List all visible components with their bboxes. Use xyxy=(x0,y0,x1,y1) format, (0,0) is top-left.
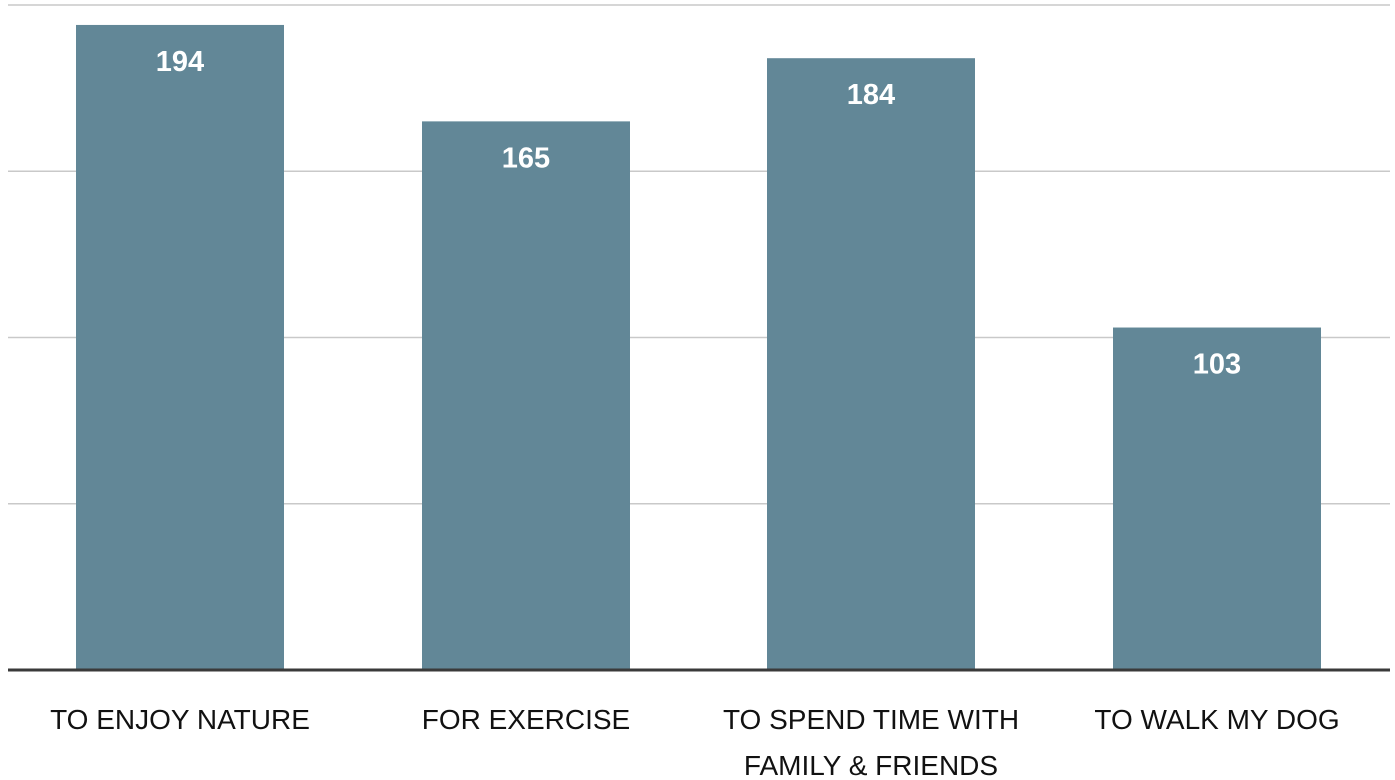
x-tick-label-line: TO WALK MY DOG xyxy=(1094,704,1339,735)
data-label: 194 xyxy=(156,46,204,78)
data-label: 103 xyxy=(1193,349,1241,381)
x-tick-label: TO ENJOY NATURE xyxy=(50,704,310,735)
x-tick-label-line: FAMILY & FRIENDS xyxy=(744,750,998,780)
bar xyxy=(422,121,630,670)
data-labels: 194 165 184 103 xyxy=(156,46,1241,381)
x-tick-label: TO WALK MY DOG xyxy=(1094,704,1339,735)
bar xyxy=(767,58,975,670)
bars xyxy=(76,24,1321,670)
x-tick-label-line: FOR EXERCISE xyxy=(422,704,630,735)
x-tick-label-line: TO SPEND TIME WITH xyxy=(723,704,1019,735)
data-label: 165 xyxy=(502,142,550,174)
bar xyxy=(76,24,284,670)
data-label: 184 xyxy=(847,79,895,111)
x-tick-label-line: TO ENJOY NATURE xyxy=(50,704,310,735)
bar xyxy=(1113,327,1321,670)
x-axis-tick-labels: TO ENJOY NATURE FOR EXERCISE TO SPEND TIME… xyxy=(50,704,1340,780)
x-tick-label: FOR EXERCISE xyxy=(422,704,630,735)
x-tick-label: TO SPEND TIME WITH FAMILY & FRIENDS xyxy=(723,704,1019,780)
